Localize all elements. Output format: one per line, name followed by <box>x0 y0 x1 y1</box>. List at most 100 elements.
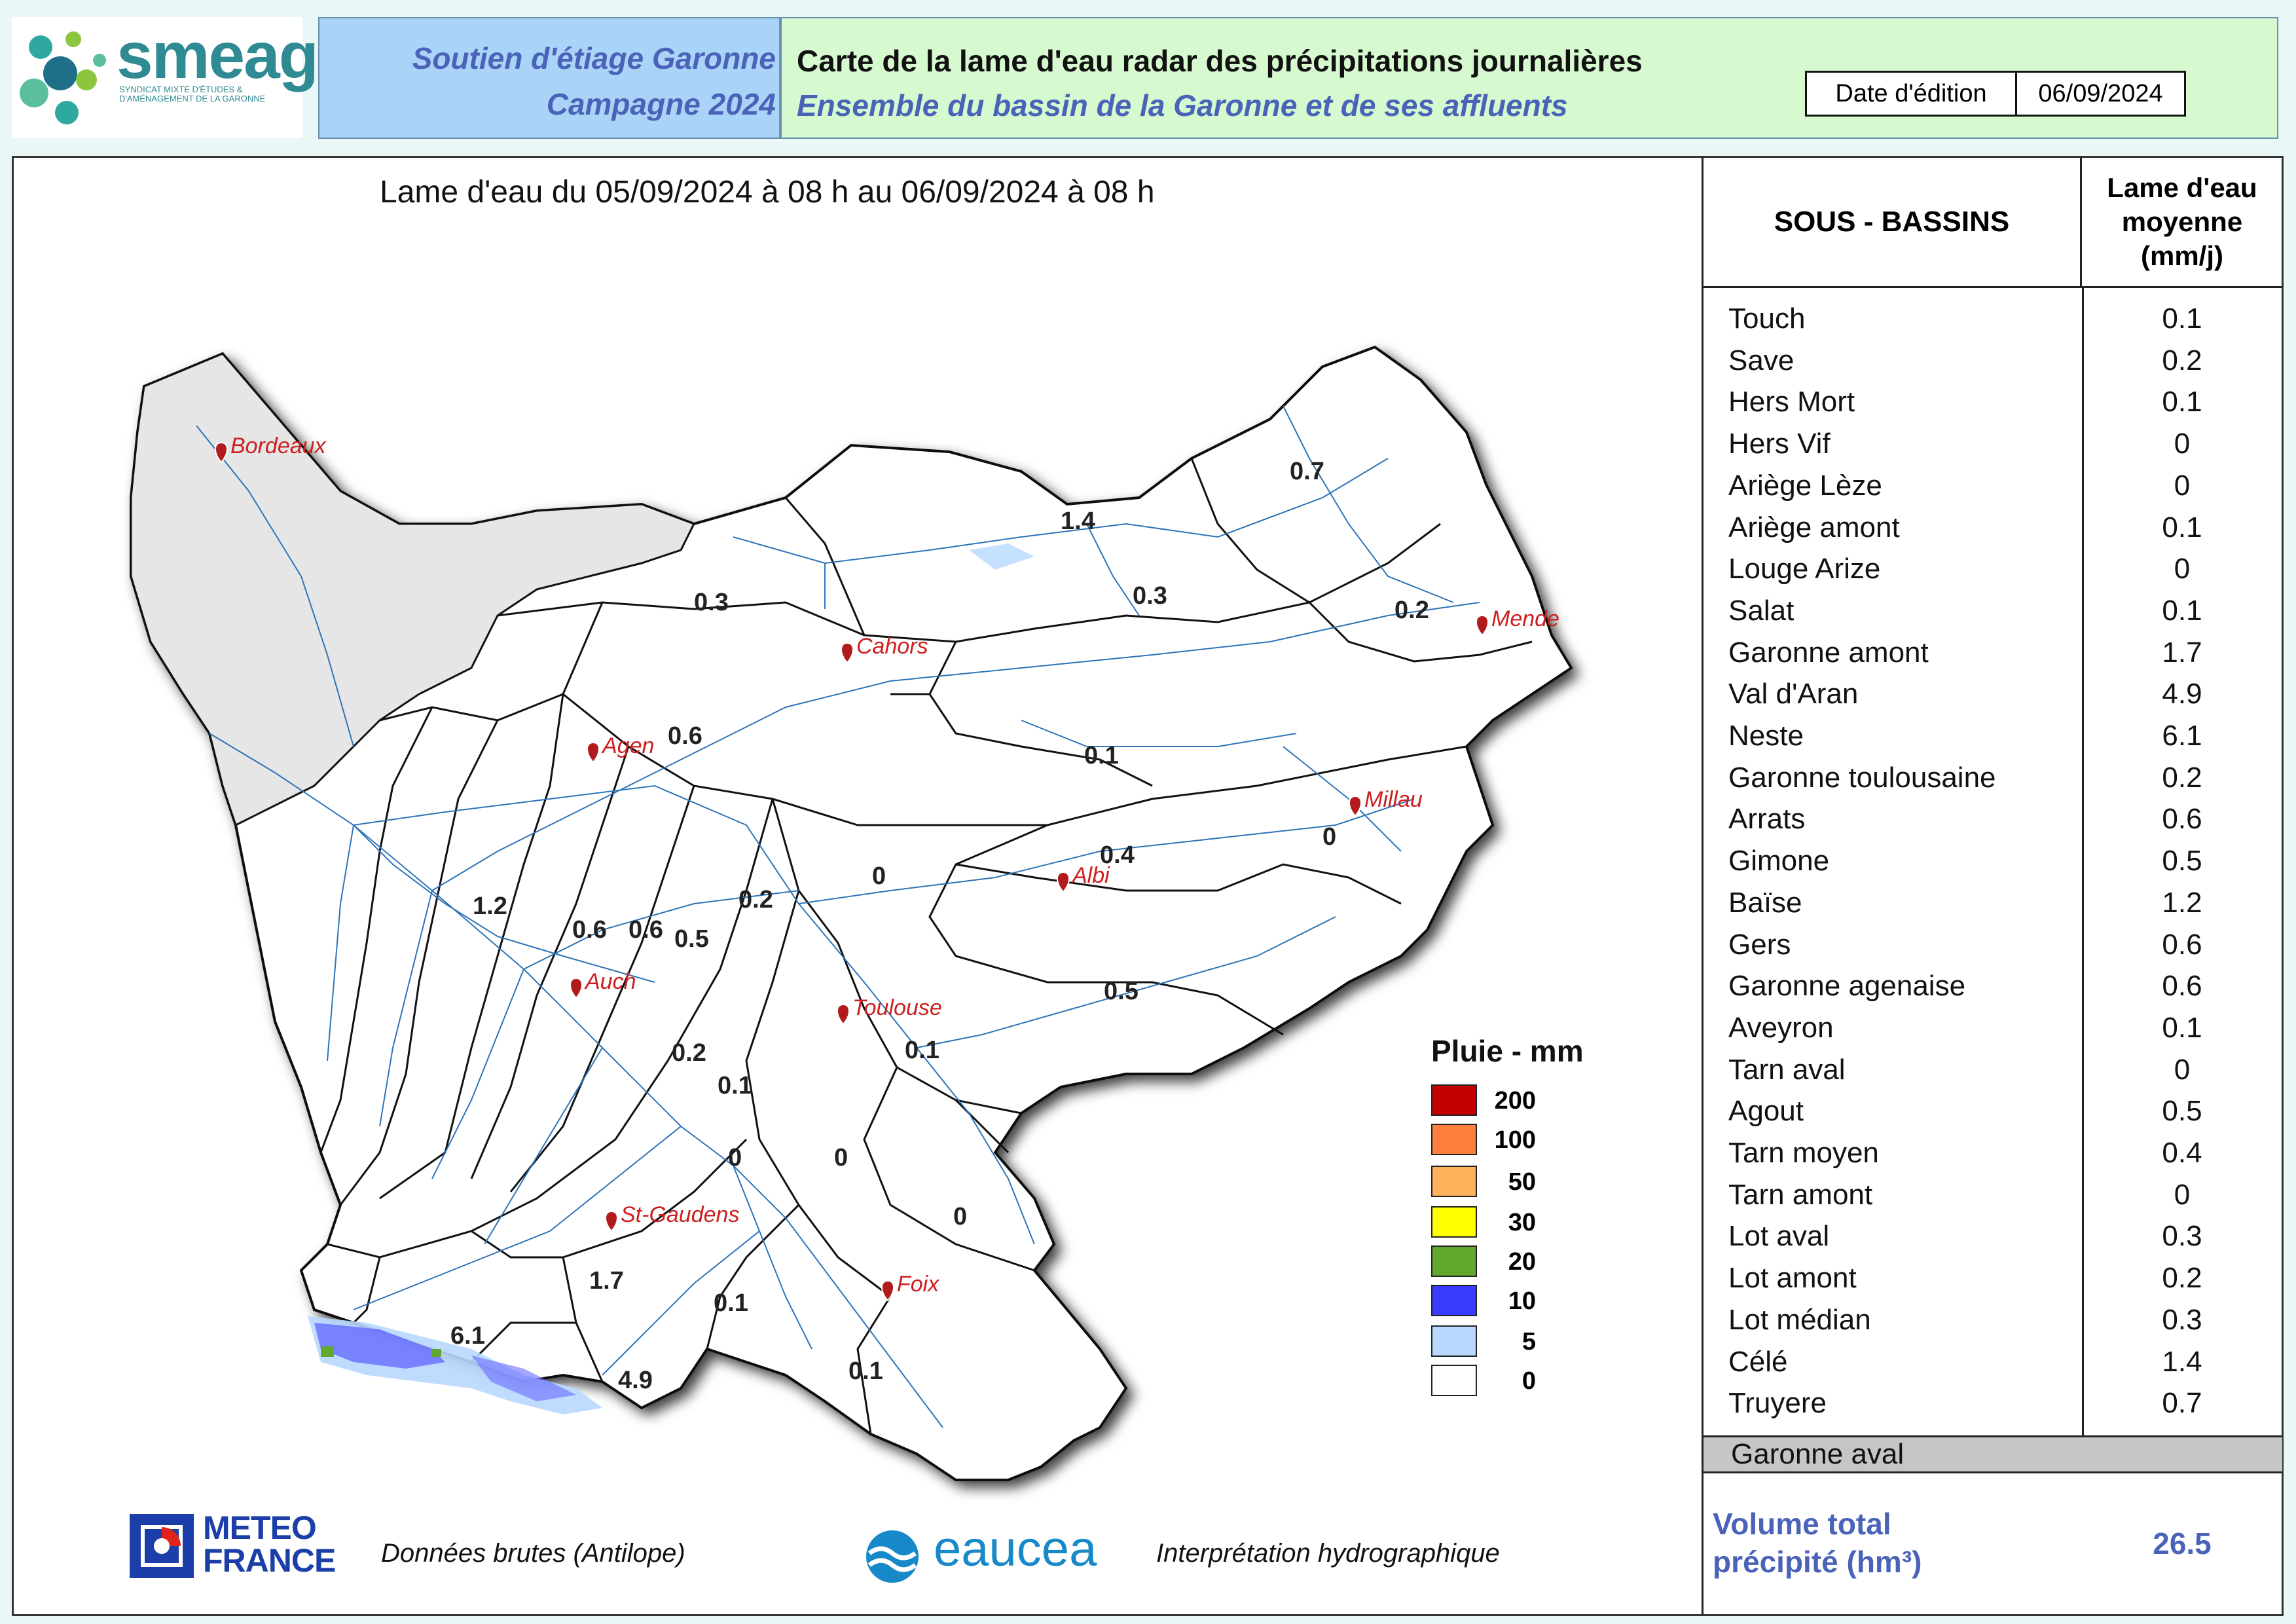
table-row-value: 0 <box>2174 553 2191 585</box>
volume-value: 26.5 <box>2153 1526 2212 1560</box>
svg-text:Mende: Mende <box>1491 606 1559 631</box>
table-row-value: 0 <box>2174 1054 2191 1086</box>
value-louge-arize: 0 <box>728 1144 742 1172</box>
legend-swatch <box>1431 1124 1477 1155</box>
header-org: Soutien d'étiage Garonne <box>412 41 776 75</box>
city-markers: Bordeaux Cahors Mende Agen Millau Albi A… <box>215 434 1559 1302</box>
eaucea-logo-icon <box>866 1530 919 1583</box>
value-agout: 0.5 <box>1104 978 1139 1005</box>
table-row-name: Garonne amont <box>1728 637 1929 669</box>
legend-value: 200 <box>1494 1087 1536 1115</box>
city-st-gaudens: St-Gaudens <box>605 1202 739 1232</box>
table-row-value: 0.4 <box>2162 1137 2202 1169</box>
edition-date: Date d'édition 06/09/2024 <box>1805 71 2186 117</box>
table-divider <box>2082 288 2084 1473</box>
value-garonne-amont: 1.7 <box>589 1267 624 1295</box>
value-hers-mort: 0.1 <box>905 1037 939 1064</box>
volume-label-line1: Volume total <box>1713 1507 1891 1541</box>
value-lot-aval: 0.3 <box>694 589 729 616</box>
table-row-name: Ariège Lèze <box>1728 470 1882 502</box>
page-title: Carte de la lame d'eau radar des précipi… <box>797 44 1643 78</box>
value-save: 0.2 <box>672 1039 706 1067</box>
location-pin-icon <box>841 642 854 664</box>
city-cahors: Cahors <box>841 634 928 664</box>
table-row-name: Truyere <box>1728 1387 1827 1419</box>
eaucea-caption: Interprétation hydrographique <box>1156 1539 1500 1568</box>
table-row-garonne-aval <box>1704 1435 2282 1473</box>
legend-value: 10 <box>1508 1287 1536 1315</box>
location-pin-icon <box>1476 614 1489 637</box>
volume-label-line2: précipité (hm³) <box>1713 1545 1922 1579</box>
table-row-value: 0.5 <box>2162 845 2202 877</box>
city-mende: Mende <box>1476 606 1559 637</box>
meteo-france-logo-icon <box>130 1514 194 1578</box>
value-tarn-aval: 0 <box>872 862 886 890</box>
table-row-name: Baïse <box>1728 887 1802 919</box>
table-row-value: 0.5 <box>2162 1095 2202 1127</box>
legend-swatch <box>1431 1166 1477 1197</box>
table-row-value: 0.3 <box>2162 1220 2202 1252</box>
table-row-name: Save <box>1728 344 1795 377</box>
location-pin-icon <box>1349 795 1362 817</box>
table-row-name: Tarn amont <box>1728 1179 1873 1211</box>
page-subtitle: Ensemble du bassin de la Garonne et de s… <box>797 88 1568 122</box>
sub-basin-boundaries <box>319 458 1533 1435</box>
legend-swatch <box>1431 1084 1477 1116</box>
legend-swatch <box>1431 1365 1477 1396</box>
table-row-value: 0.6 <box>2162 970 2202 1002</box>
map-period: Lame d'eau du 05/09/2024 à 08 h au 06/09… <box>380 175 1155 210</box>
legend-swatch <box>1431 1246 1477 1277</box>
river-network <box>196 405 1480 1428</box>
value-gimone: 0.5 <box>674 925 709 953</box>
table-row-name: Louge Arize <box>1728 553 1881 585</box>
location-pin-icon <box>570 977 583 999</box>
table-row-name: Garonne agenaise <box>1728 970 1966 1002</box>
table-header-lame-line3: (mm/j) <box>2141 240 2223 271</box>
table-row-name: Aveyron <box>1728 1012 1834 1044</box>
value-lot-amont: 0.2 <box>1394 597 1429 624</box>
location-pin-icon <box>215 441 228 464</box>
table-row-name: Agout <box>1728 1095 1804 1127</box>
legend-value: 30 <box>1508 1209 1536 1236</box>
value-ariege-leze: 0 <box>834 1144 848 1172</box>
table-row-garonne-aval-name: Garonne aval <box>1731 1438 1904 1470</box>
table-row-name: Arrats <box>1728 803 1806 835</box>
svg-text:St-Gaudens: St-Gaudens <box>621 1202 739 1227</box>
table-row-value: 0.7 <box>2162 1387 2202 1419</box>
precipitation-patches <box>308 544 1034 1414</box>
city-foix: Foix <box>881 1272 939 1302</box>
edition-date-label: Date d'édition <box>1807 73 2017 115</box>
table-row-name: Gers <box>1728 929 1791 961</box>
table-row-name: Hers Mort <box>1728 386 1855 418</box>
table-row-name: Val d'Aran <box>1728 678 1859 710</box>
value-salat: 0.1 <box>714 1289 748 1317</box>
smeag-logo-text: smeag <box>117 19 319 92</box>
table-row-value: 0.2 <box>2162 1262 2202 1294</box>
table-row-name: Gimone <box>1728 845 1830 877</box>
legend-value: 20 <box>1508 1248 1536 1276</box>
value-neste: 6.1 <box>450 1322 485 1350</box>
volume-label: Volume total précipité (hm³) <box>1713 1505 2053 1581</box>
value-arrats: 0.6 <box>629 916 663 944</box>
value-hers-vif: 0 <box>953 1203 967 1230</box>
legend-swatch <box>1431 1206 1477 1238</box>
value-tarn-amont: 0 <box>1322 823 1336 851</box>
city-agen: Agen <box>587 733 654 764</box>
table-row-value: 0 <box>2174 428 2191 460</box>
table-border <box>1702 157 1704 1615</box>
value-garonne-agenaise: 0.6 <box>668 722 702 750</box>
value-cele: 1.4 <box>1061 507 1095 535</box>
value-aveyron: 0.1 <box>1084 742 1119 769</box>
svg-text:Albi: Albi <box>1071 863 1110 888</box>
value-garonne-toulousaine: 0.2 <box>738 886 773 913</box>
table-row-value: 1.4 <box>2162 1346 2202 1378</box>
table-row-value: 0.2 <box>2162 344 2202 377</box>
legend-value: 50 <box>1508 1168 1536 1196</box>
edition-date-value: 06/09/2024 <box>2038 79 2163 107</box>
table-row-value: 1.2 <box>2162 887 2202 919</box>
svg-text:Cahors: Cahors <box>856 634 928 659</box>
svg-text:Bordeaux: Bordeaux <box>230 434 327 458</box>
table-row-name: Lot médian <box>1728 1304 1871 1336</box>
table-row-value: 0.3 <box>2162 1304 2202 1336</box>
location-pin-icon <box>587 741 600 764</box>
